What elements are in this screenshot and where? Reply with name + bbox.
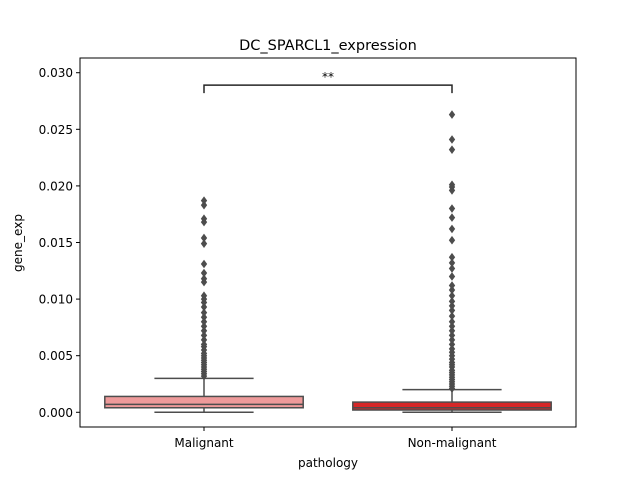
- y-tick-label: 0.005: [39, 349, 73, 363]
- x-axis: Malignant Non-malignant: [174, 427, 497, 450]
- outlier-point: [200, 259, 208, 269]
- outlier-point: [200, 200, 208, 210]
- significance-label: **: [322, 70, 334, 84]
- outlier-point: [448, 224, 456, 234]
- box-series: [104, 110, 552, 414]
- outlier-point: [200, 308, 208, 317]
- outlier-point: [448, 326, 456, 336]
- y-tick-label: 0.000: [39, 406, 73, 420]
- outlier-point: [448, 180, 456, 190]
- significance-annotation: **: [203, 70, 453, 94]
- outlier-point: [200, 274, 208, 284]
- outlier-point: [448, 340, 456, 349]
- x-tick-label: Non-malignant: [408, 436, 497, 450]
- outlier-point: [200, 233, 208, 243]
- outlier-point: [448, 272, 456, 281]
- x-axis-label: pathology: [298, 456, 358, 470]
- outlier-point: [200, 326, 208, 336]
- outlier-point: [200, 317, 208, 327]
- outlier-point: [448, 311, 456, 321]
- outlier-point: [448, 285, 456, 295]
- plot-frame: [79, 57, 577, 428]
- y-tick-label: 0.010: [39, 293, 73, 307]
- y-tick-label: 0.025: [39, 123, 73, 137]
- box-group: [104, 196, 304, 414]
- outlier-point: [448, 110, 456, 119]
- box-iqr: [104, 395, 304, 409]
- outlier-point: [448, 204, 456, 213]
- outlier-point: [200, 268, 208, 278]
- box-iqr: [352, 401, 552, 411]
- outlier-point: [448, 321, 456, 331]
- y-axis: 0.000 0.005 0.010 0.015 0.020 0.025 0.030: [39, 66, 80, 420]
- y-tick-label: 0.020: [39, 179, 73, 193]
- outlier-point: [200, 340, 208, 349]
- outlier-point: [200, 302, 208, 312]
- outlier-point: [200, 239, 208, 248]
- chart-title: DC_SPARCL1_expression: [239, 38, 417, 54]
- outlier-point: [448, 317, 456, 327]
- y-tick-label: 0.030: [39, 66, 73, 80]
- outlier-point: [200, 214, 208, 224]
- outlier-point: [448, 258, 456, 268]
- outlier-point: [448, 235, 456, 245]
- outlier-point: [200, 321, 208, 331]
- box-group: [352, 110, 552, 414]
- outlier-point: [448, 213, 456, 222]
- outlier-point: [448, 264, 456, 273]
- outlier-point: [200, 335, 208, 345]
- x-tick-label: Malignant: [174, 436, 234, 450]
- significance-bracket: [203, 84, 453, 94]
- outlier-point: [200, 331, 208, 340]
- outlier-point: [448, 301, 456, 311]
- outlier-point: [448, 306, 456, 315]
- outlier-point: [448, 331, 456, 340]
- outlier-point: [448, 281, 456, 290]
- outlier-point: [448, 291, 456, 301]
- outlier-point: [200, 196, 208, 205]
- outlier-point: [200, 312, 208, 322]
- outlier-point: [448, 252, 456, 262]
- outlier-point: [448, 335, 456, 345]
- y-tick-label: 0.015: [39, 236, 73, 250]
- outlier-point: [200, 291, 208, 301]
- outlier-point: [448, 297, 456, 306]
- y-axis-label: gene_exp: [11, 214, 25, 272]
- outlier-point: [448, 145, 456, 154]
- outlier-point: [448, 135, 456, 144]
- outlier-point: [448, 344, 456, 354]
